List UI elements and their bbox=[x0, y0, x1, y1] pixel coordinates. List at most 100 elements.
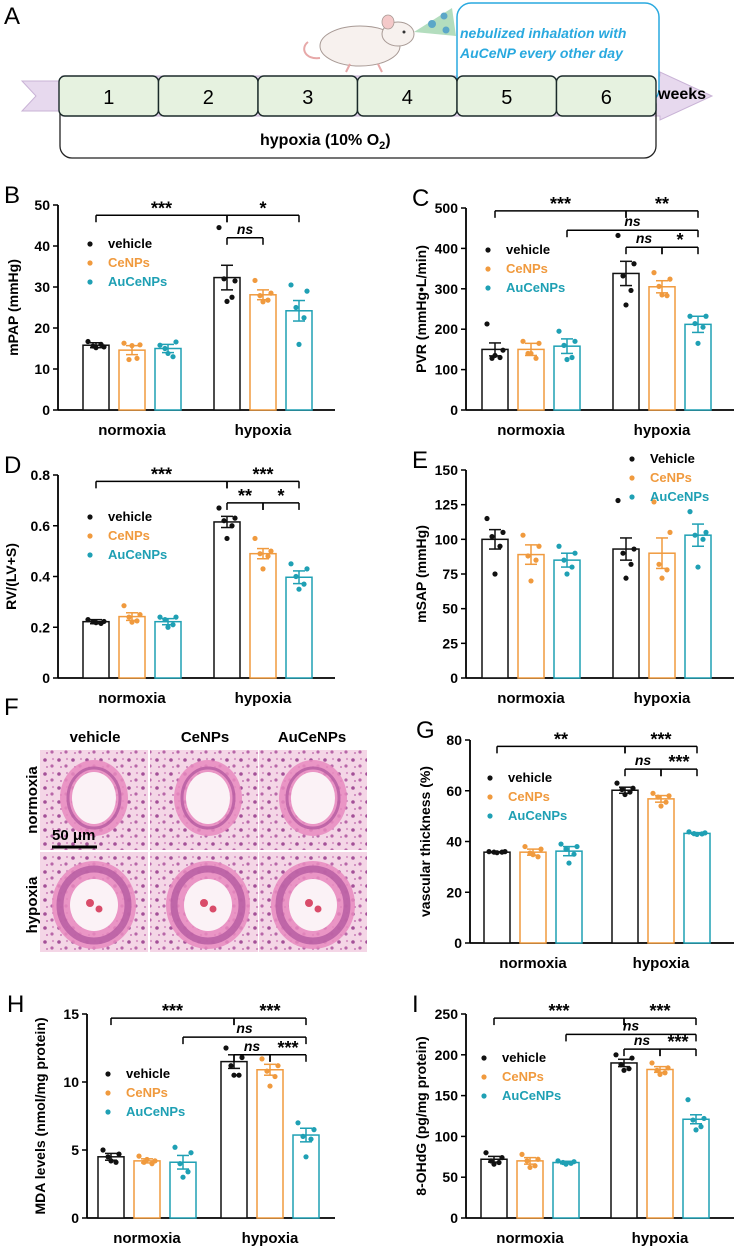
data-point bbox=[528, 578, 534, 584]
data-point bbox=[157, 342, 163, 348]
chart-e: E 0 25 50 75 100 125 150 mSAP (mmHg) normoxia hypo… bbox=[412, 447, 734, 707]
chart-h: H 0 5 10 15 MDA levels (nmol/mg protein) normo… bbox=[7, 991, 335, 1247]
week-number: 5 bbox=[501, 87, 512, 109]
data-point bbox=[304, 566, 310, 572]
bar bbox=[292, 1134, 320, 1219]
data-point bbox=[698, 1124, 704, 1130]
panel-a-label: A bbox=[4, 3, 20, 30]
data-point bbox=[491, 1161, 497, 1167]
data-point bbox=[288, 561, 294, 567]
bar bbox=[249, 294, 277, 411]
bar bbox=[612, 548, 640, 679]
y-tick-label: 25 bbox=[442, 635, 458, 651]
legend-entry: AuCeNPs bbox=[650, 489, 709, 504]
data-point bbox=[620, 273, 626, 279]
data-point bbox=[650, 790, 656, 796]
bar bbox=[97, 1156, 125, 1219]
legend-marker bbox=[105, 1109, 111, 1115]
data-point bbox=[659, 292, 665, 298]
data-point bbox=[574, 843, 580, 850]
data-point bbox=[520, 532, 526, 538]
data-point bbox=[571, 851, 577, 857]
data-point bbox=[528, 350, 534, 357]
data-point bbox=[687, 509, 693, 515]
chart-g: G 0 20 40 60 80 vascular thickness (%) normoxia… bbox=[416, 717, 734, 972]
y-axis-label: PVR (mmHg•L/min) bbox=[413, 245, 429, 373]
data-point bbox=[655, 794, 661, 800]
data-point bbox=[627, 789, 633, 795]
data-point bbox=[228, 1063, 234, 1069]
bar bbox=[553, 345, 581, 411]
data-point bbox=[121, 340, 127, 346]
data-point bbox=[185, 1169, 191, 1175]
y-tick-label: 30 bbox=[34, 279, 50, 295]
legend-marker bbox=[629, 475, 635, 481]
y-tick-label: 10 bbox=[63, 1074, 79, 1090]
y-tick-label: 100 bbox=[435, 531, 459, 547]
data-point bbox=[301, 581, 307, 587]
red-blood-cell bbox=[314, 905, 322, 913]
legend-marker bbox=[485, 266, 491, 272]
x-category-label: normoxia bbox=[98, 690, 166, 707]
data-point bbox=[293, 304, 299, 311]
y-axis-label: RV/(LV+S) bbox=[3, 543, 19, 610]
week-number: 1 bbox=[103, 87, 114, 109]
bar bbox=[169, 1161, 197, 1219]
data-point bbox=[615, 232, 621, 239]
y-tick-label: 10 bbox=[34, 361, 50, 377]
legend-entry: vehicle bbox=[508, 770, 552, 785]
data-point bbox=[527, 1164, 533, 1171]
legend-marker bbox=[487, 794, 493, 800]
y-tick-label: 150 bbox=[435, 462, 459, 478]
x-category-label: hypoxia bbox=[634, 422, 691, 439]
data-point bbox=[572, 550, 578, 556]
bar bbox=[646, 1068, 674, 1219]
data-point bbox=[687, 313, 693, 319]
bar bbox=[682, 1118, 710, 1219]
mouse-leg-icon bbox=[377, 63, 383, 73]
panel-label: E bbox=[412, 447, 428, 474]
vessel-media bbox=[56, 865, 132, 945]
data-point bbox=[500, 529, 506, 536]
data-point bbox=[519, 1151, 525, 1157]
y-tick-label: 0 bbox=[42, 402, 50, 418]
y-axis-label: 8-OHdG (pg/mg protein) bbox=[413, 1036, 429, 1195]
data-point bbox=[654, 1067, 660, 1073]
bar bbox=[517, 348, 545, 411]
data-point bbox=[561, 342, 567, 348]
weeks-label: weeks bbox=[657, 86, 706, 103]
data-point bbox=[108, 1158, 114, 1164]
data-point bbox=[144, 1156, 150, 1163]
bar bbox=[552, 1161, 580, 1219]
data-point bbox=[231, 1072, 237, 1078]
data-point bbox=[224, 535, 230, 542]
data-point bbox=[666, 793, 672, 799]
mouse-eye-icon bbox=[402, 30, 406, 34]
data-point bbox=[293, 573, 299, 580]
data-point bbox=[703, 529, 709, 536]
data-point bbox=[656, 561, 662, 567]
panel-label: C bbox=[412, 185, 429, 212]
y-tick-label: 40 bbox=[446, 834, 462, 850]
data-point bbox=[126, 614, 132, 620]
data-point bbox=[556, 543, 562, 549]
data-point bbox=[533, 557, 539, 563]
sig-label: ns bbox=[237, 221, 254, 237]
sig-label: ns bbox=[634, 1032, 651, 1048]
x-category-label: hypoxia bbox=[632, 1230, 689, 1247]
note-line-2: AuCeNP every other day bbox=[459, 45, 624, 61]
legend-marker bbox=[87, 514, 93, 520]
data-point bbox=[221, 518, 227, 524]
data-point bbox=[265, 297, 271, 303]
y-tick-label: 5 bbox=[71, 1142, 79, 1158]
legend-entry: vehicle bbox=[126, 1066, 170, 1081]
bar bbox=[648, 286, 676, 411]
week-number: 4 bbox=[402, 87, 413, 109]
data-point bbox=[535, 1156, 541, 1162]
data-point bbox=[525, 553, 531, 559]
y-tick-label: 50 bbox=[442, 1169, 458, 1185]
bar bbox=[220, 1060, 248, 1219]
data-point bbox=[311, 1127, 317, 1133]
data-point bbox=[268, 290, 274, 296]
data-point bbox=[136, 1153, 142, 1159]
